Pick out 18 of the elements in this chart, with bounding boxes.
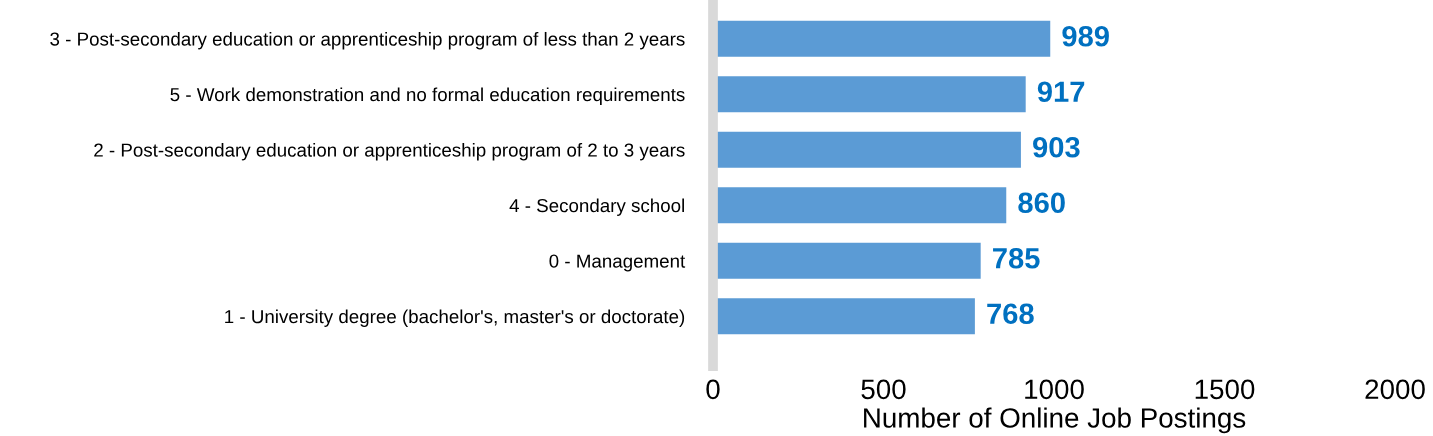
y-tick-label: 2 - Post-secondary education or apprenticeship program of 2 to 3 years (94, 142, 685, 161)
data-label: 785 (993, 247, 1040, 269)
y-tick-label: 3 - Post-secondary education or apprenticeship program of less than 2 years (50, 31, 685, 50)
x-axis-title: Number of Online Job Postings (864, 407, 1246, 434)
x-tick-label: 0 (706, 379, 720, 400)
x-tick-label: 500 (861, 379, 906, 400)
y-tick-label: 1 - University degree (bachelor's, master's or doctorate) (225, 309, 685, 327)
data-label: 768 (987, 303, 1034, 325)
data-label: 903 (1033, 136, 1080, 158)
x-tick-label: 1500 (1195, 379, 1255, 400)
data-label: 989 (1062, 25, 1109, 47)
x-tick-label: 2000 (1365, 379, 1425, 400)
y-tick-label: 5 - Work demonstration and no formal education requirements (170, 87, 685, 105)
data-label: 917 (1037, 81, 1085, 103)
x-tick-label: 1000 (1025, 379, 1084, 400)
data-label: 860 (1018, 192, 1065, 214)
y-tick-label: 4 - Secondary school (509, 198, 684, 216)
y-tick-label: 0 - Management (549, 254, 686, 272)
